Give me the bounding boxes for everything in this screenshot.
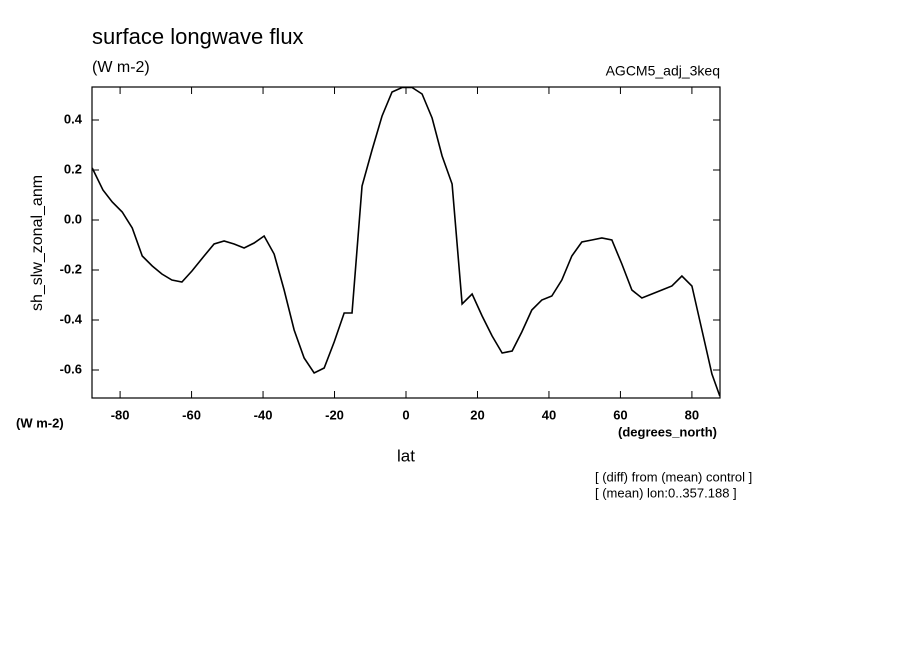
dataset-label: AGCM5_adj_3keq <box>606 63 720 79</box>
x-tick-label: -20 <box>325 407 344 422</box>
data-line <box>91 86 721 397</box>
chart-title: surface longwave flux <box>92 24 304 49</box>
y-axis-label: sh_slw_zonal_anm <box>29 175 46 311</box>
x-tick-label: -40 <box>254 407 273 422</box>
note: [ (mean) lon:0..357.188 ] <box>595 485 737 500</box>
x-tick-label: 60 <box>613 407 627 422</box>
x-tick-label: 0 <box>402 407 409 422</box>
x-tick-label: 80 <box>685 407 699 422</box>
x-tick-label: -80 <box>111 407 130 422</box>
y-tick-label: 0.4 <box>64 111 83 126</box>
x-tick-label: -60 <box>182 407 201 422</box>
plot-frame <box>91 86 721 399</box>
x-axis-label: lat <box>397 446 415 465</box>
y-tick-label: -0.4 <box>60 311 83 326</box>
y-units: (W m-2) <box>16 415 64 430</box>
x-units: (degrees_north) <box>618 424 717 439</box>
y-tick-label: -0.2 <box>60 261 82 276</box>
units: (W m-2) <box>92 59 150 76</box>
y-tick-label: 0.0 <box>64 211 82 226</box>
x-tick-label: 20 <box>470 407 484 422</box>
y-tick-label: -0.6 <box>60 361 82 376</box>
x-tick-label: 40 <box>542 407 556 422</box>
note: [ (diff) from (mean) control ] <box>595 469 752 484</box>
y-tick-label: 0.2 <box>64 161 82 176</box>
